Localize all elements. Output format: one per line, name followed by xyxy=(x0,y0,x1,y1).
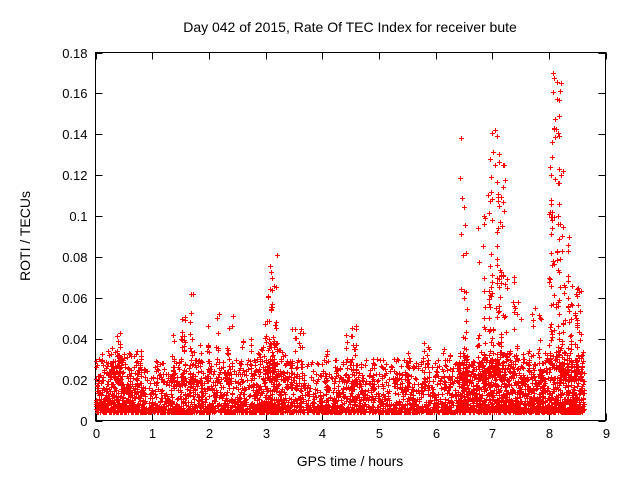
x-tick-label: 8 xyxy=(546,426,553,441)
y-tick-label: 0.12 xyxy=(62,168,87,183)
x-tick-label: 3 xyxy=(263,426,270,441)
x-tick-label: 7 xyxy=(489,426,496,441)
y-tick-label: 0.02 xyxy=(62,373,87,388)
y-tick-label: 0.18 xyxy=(62,46,87,61)
y-tick-label: 0.14 xyxy=(62,127,87,142)
x-tick-label: 5 xyxy=(376,426,383,441)
plot-border xyxy=(95,52,606,421)
y-tick-label: 0.06 xyxy=(62,291,87,306)
tick-labels-group: 0 1 2 3 4 5 6 7 8 9 0 0.02 0.04 0.06 0.08 0.1 0.12 0.14 0.… xyxy=(62,46,610,441)
y-tick-label: 0.16 xyxy=(62,86,87,101)
x-axis-label: GPS time / hours xyxy=(297,453,404,469)
y-tick-label: 0.08 xyxy=(62,250,87,265)
y-tick-label: 0.04 xyxy=(62,332,87,347)
y-tick-label: 0 xyxy=(80,414,87,429)
x-tick-label: 0 xyxy=(93,426,100,441)
y-tick-label: 0.1 xyxy=(69,209,87,224)
chart-title: Day 042 of 2015, Rate Of TEC Index for r… xyxy=(183,19,517,35)
scatter-points xyxy=(94,71,587,415)
y-axis-label: ROTI / TECUs xyxy=(17,191,33,281)
x-tick-label: 1 xyxy=(149,426,156,441)
x-tick-label: 2 xyxy=(206,426,213,441)
x-tick-label: 4 xyxy=(319,426,326,441)
x-tick-label: 6 xyxy=(433,426,440,441)
x-tick-label: 9 xyxy=(603,426,610,441)
